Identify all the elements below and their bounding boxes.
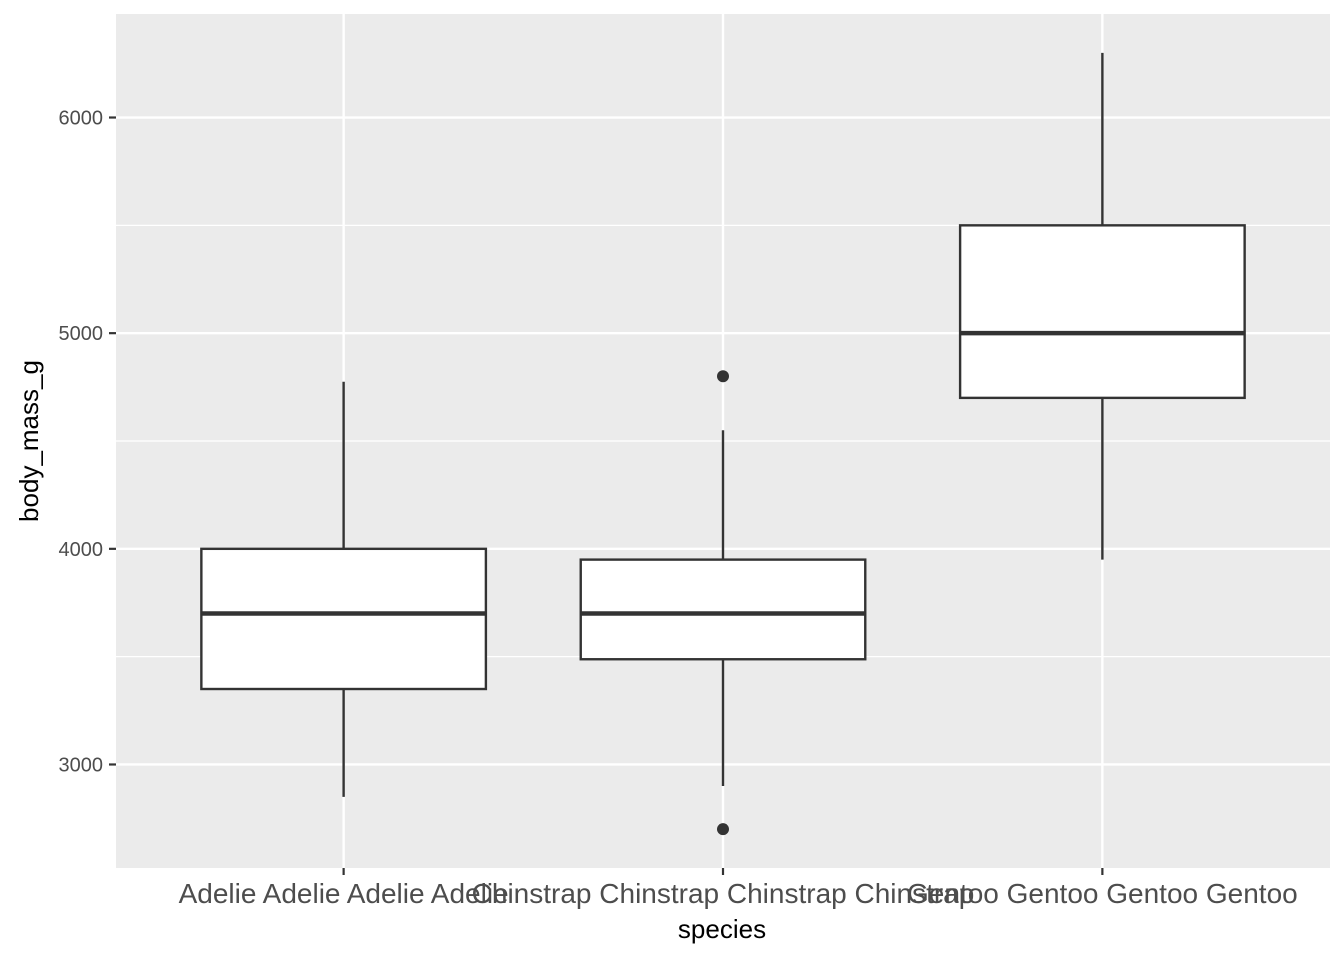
box-1	[200, 381, 488, 797]
y-axis: 3000 4000 5000 6000	[59, 108, 116, 776]
box-3	[958, 52, 1246, 560]
box-iqr	[579, 558, 867, 661]
y-tick-label: 4000	[59, 539, 104, 561]
outlier-point	[717, 370, 729, 383]
x-tick-label: Chinstrap Chinstrap Chinstrap Chinstrap	[472, 878, 975, 909]
x-tick-label: Gentoo Gentoo Gentoo Gentoo	[907, 878, 1298, 909]
x-tick-label: Adelie Adelie Adelie Adelie	[179, 878, 509, 909]
box-2	[579, 370, 867, 836]
y-axis-title: body_mass_g	[14, 360, 44, 522]
y-tick-label: 5000	[59, 323, 104, 345]
box-iqr	[200, 547, 488, 691]
x-axis-title: species	[678, 914, 766, 944]
y-tick-label: 3000	[59, 754, 104, 776]
box-iqr	[958, 224, 1246, 400]
outlier-point	[717, 823, 729, 836]
y-tick-label: 6000	[59, 108, 104, 130]
boxes	[200, 52, 1246, 836]
